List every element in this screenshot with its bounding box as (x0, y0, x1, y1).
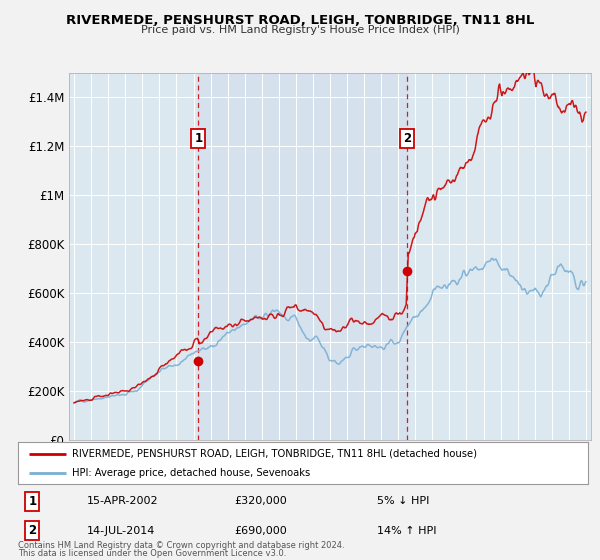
Text: 1: 1 (28, 494, 37, 508)
Text: 15-APR-2002: 15-APR-2002 (86, 496, 158, 506)
Text: 2: 2 (403, 132, 412, 146)
Text: This data is licensed under the Open Government Licence v3.0.: This data is licensed under the Open Gov… (18, 549, 286, 558)
Text: Price paid vs. HM Land Registry's House Price Index (HPI): Price paid vs. HM Land Registry's House … (140, 25, 460, 35)
Text: 14-JUL-2014: 14-JUL-2014 (86, 526, 155, 536)
Text: HPI: Average price, detached house, Sevenoaks: HPI: Average price, detached house, Seve… (72, 468, 310, 478)
Text: 2: 2 (28, 524, 37, 538)
Text: £690,000: £690,000 (235, 526, 287, 536)
Text: £320,000: £320,000 (235, 496, 287, 506)
Text: 14% ↑ HPI: 14% ↑ HPI (377, 526, 437, 536)
Text: 1: 1 (194, 132, 203, 146)
Text: 5% ↓ HPI: 5% ↓ HPI (377, 496, 430, 506)
Text: RIVERMEDE, PENSHURST ROAD, LEIGH, TONBRIDGE, TN11 8HL (detached house): RIVERMEDE, PENSHURST ROAD, LEIGH, TONBRI… (72, 449, 477, 459)
Text: RIVERMEDE, PENSHURST ROAD, LEIGH, TONBRIDGE, TN11 8HL: RIVERMEDE, PENSHURST ROAD, LEIGH, TONBRI… (66, 14, 534, 27)
Text: Contains HM Land Registry data © Crown copyright and database right 2024.: Contains HM Land Registry data © Crown c… (18, 541, 344, 550)
Bar (199, 73, 407, 440)
